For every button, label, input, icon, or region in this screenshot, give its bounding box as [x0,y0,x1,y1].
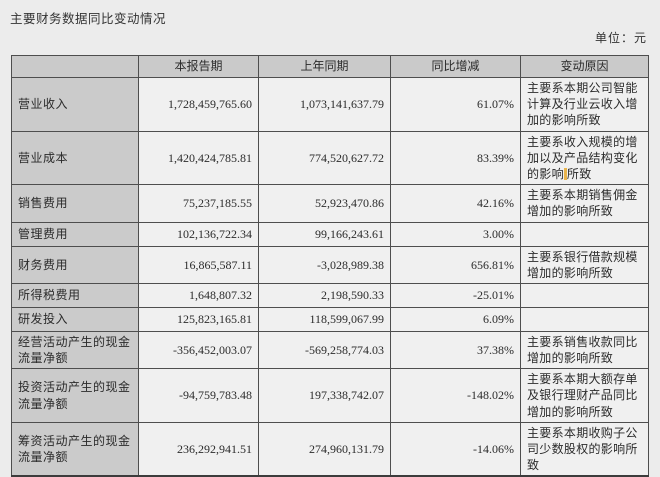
cell-prior-period: 52,923,470.86 [258,184,391,223]
cell-current-period: 75,237,185.55 [138,184,259,223]
table-row: 营业收入 1,728,459,765.60 1,073,141,637.79 61.0… [11,77,649,132]
cell-item: 投资活动产生的现金流量净额 [11,368,139,423]
cell-prior-period: 774,520,627.72 [258,130,391,186]
table-row: 经营活动产生的现金流量净额 -356,452,003.07 -569,258,774… [11,330,649,370]
cell-change-reason: 主要系销售收款同比增加的影响所致 [520,330,649,370]
table-row: 财务费用 16,865,587.11 -3,028,989.38 656.81% 主要系… [11,245,649,284]
table-header: 本报告期 上年同期 同比增减 变动原因 [11,55,649,78]
cell-change-reason: 主要系收入规模的增加以及产品结构变化的影响 所致 [520,130,649,186]
cell-yoy-change: -25.01% [390,282,521,308]
header-change-reason: 变动原因 [520,55,649,78]
cell-item: 营业成本 [11,130,139,186]
cell-prior-period: 274,960,131.79 [258,421,391,477]
cell-current-period: 1,420,424,785.81 [138,130,259,186]
cell-current-period: 102,136,722.34 [138,221,259,247]
cell-yoy-change: 37.38% [390,330,521,370]
text-cursor-icon [563,167,567,180]
cell-prior-period: 118,599,067.99 [258,306,391,332]
page-title: 主要财务数据同比变动情况 [10,12,167,26]
cell-yoy-change: -148.02% [390,368,521,423]
cell-yoy-change: 42.16% [390,184,521,223]
cell-prior-period: 99,166,243.61 [258,221,391,247]
cell-item: 营业收入 [11,77,139,132]
cell-prior-period: -569,258,774.03 [258,330,391,370]
cell-change-reason: 主要系本期公司智能计算及行业云收入增加的影响所致 [520,77,649,132]
cell-current-period: 125,823,165.81 [138,306,259,332]
unit-label: 单位：元 [594,31,647,45]
table-row: 营业成本 1,420,424,785.81 774,520,627.72 83.39%… [11,130,649,186]
table-row: 所得税费用 1,648,807.32 2,198,590.33 -25.01% [11,282,649,308]
cell-yoy-change: 61.07% [390,77,521,132]
cell-current-period: -94,759,783.48 [138,368,259,423]
cell-item: 经营活动产生的现金流量净额 [11,330,139,370]
cell-change-reason: 主要系本期大额存单及银行理财产品同比增加的影响所致 [520,368,649,423]
table-row: 投资活动产生的现金流量净额 -94,759,783.48 197,338,742.0… [11,368,649,423]
table-row: 研发投入 125,823,165.81 118,599,067.99 6.09% [11,306,649,332]
table-body: 营业收入 1,728,459,765.60 1,073,141,637.79 61.0… [11,77,649,477]
cell-change-reason: 主要系银行借款规模增加的影响所致 [520,245,649,284]
cell-change-reason: 主要系本期销售佣金增加的影响所致 [520,184,649,223]
cell-current-period: 1,648,807.32 [138,282,259,308]
table-row: 销售费用 75,237,185.55 52,923,470.86 42.16% 主要系本… [11,184,649,223]
header-yoy-change: 同比增减 [390,55,521,78]
cell-current-period: 16,865,587.11 [138,245,259,284]
header-row: 本报告期 上年同期 同比增减 变动原因 [11,55,649,78]
cell-prior-period: 197,338,742.07 [258,368,391,423]
cell-change-reason [520,221,649,247]
table-row: 管理费用 102,136,722.34 99,166,243.61 3.00% [11,221,649,247]
header-item [11,55,139,78]
cell-item: 财务费用 [11,245,139,284]
cell-item: 所得税费用 [11,282,139,308]
cell-yoy-change: -14.06% [390,421,521,477]
cell-change-reason [520,306,649,332]
cell-prior-period: 1,073,141,637.79 [258,77,391,132]
cell-yoy-change: 3.00% [390,221,521,247]
table-row: 筹资活动产生的现金流量净额 236,292,941.51 274,960,131.7… [11,421,649,477]
header-prior-period: 上年同期 [258,55,391,78]
cell-yoy-change: 656.81% [390,245,521,284]
cell-item: 管理费用 [11,221,139,247]
cell-prior-period: -3,028,989.38 [258,245,391,284]
cell-current-period: 1,728,459,765.60 [138,77,259,132]
cell-change-reason [520,282,649,308]
financial-report-page: 主要财务数据同比变动情况 单位：元 本报告期 上年同期 同比增减 变动原因 营业… [10,12,649,477]
cell-change-reason: 主要系本期收购子公司少数股权的影响所致 [520,421,649,477]
cell-item: 销售费用 [11,184,139,223]
cell-current-period: 236,292,941.51 [138,421,259,477]
cell-item: 研发投入 [11,306,139,332]
cell-yoy-change: 83.39% [390,130,521,186]
cell-item: 筹资活动产生的现金流量净额 [11,421,139,477]
cell-yoy-change: 6.09% [390,306,521,332]
cell-prior-period: 2,198,590.33 [258,282,391,308]
cell-current-period: -356,452,003.07 [138,330,259,370]
header-current-period: 本报告期 [138,55,259,78]
financial-comparison-table: 本报告期 上年同期 同比增减 变动原因 营业收入 1,728,459,765.60… [11,55,649,477]
